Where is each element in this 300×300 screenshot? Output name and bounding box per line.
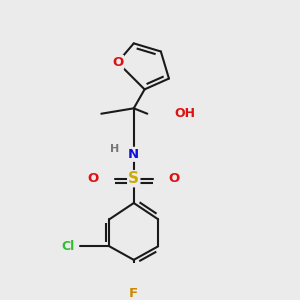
Text: Cl: Cl	[61, 240, 74, 253]
Text: O: O	[112, 56, 123, 69]
Text: F: F	[129, 287, 138, 300]
Text: S: S	[128, 171, 139, 186]
Text: OH: OH	[174, 107, 195, 120]
Text: N: N	[128, 148, 139, 161]
Text: O: O	[169, 172, 180, 185]
Text: O: O	[88, 172, 99, 185]
Text: H: H	[110, 144, 119, 154]
